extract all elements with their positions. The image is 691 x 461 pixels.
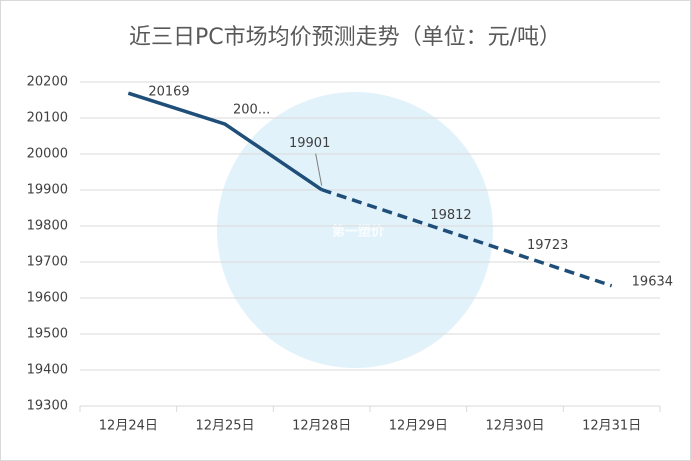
x-tick-label: 12月31日 bbox=[582, 419, 641, 434]
y-tick-label: 19500 bbox=[27, 327, 68, 342]
watermark-circle bbox=[217, 92, 493, 368]
y-tick-label: 19700 bbox=[27, 255, 68, 270]
x-tick-label: 12月24日 bbox=[99, 419, 158, 434]
data-label: 19634 bbox=[632, 274, 673, 289]
y-tick-label: 19400 bbox=[27, 363, 68, 378]
data-label: 19723 bbox=[527, 238, 568, 253]
y-tick-label: 20200 bbox=[27, 75, 68, 90]
x-tick-label: 12月29日 bbox=[389, 419, 448, 434]
data-label: 19901 bbox=[289, 136, 330, 151]
data-label: 20169 bbox=[148, 85, 189, 100]
leader-line bbox=[315, 153, 323, 186]
data-label: 200... bbox=[233, 103, 270, 118]
y-tick-label: 19600 bbox=[27, 291, 68, 306]
x-tick-label: 12月30日 bbox=[485, 419, 544, 434]
watermark: 第一塑价 bbox=[332, 224, 385, 240]
chart-title: 近三日PC市场均价预测走势（单位：元/吨） bbox=[129, 25, 561, 50]
data-label: 19812 bbox=[430, 208, 471, 223]
x-tick-label: 12月28日 bbox=[292, 419, 351, 434]
y-tick-label: 19800 bbox=[27, 219, 68, 234]
y-tick-label: 19300 bbox=[27, 399, 68, 414]
y-tick-label: 19900 bbox=[27, 183, 68, 198]
y-tick-label: 20000 bbox=[27, 147, 68, 162]
x-tick-label: 12月25日 bbox=[195, 419, 254, 434]
y-tick-label: 20100 bbox=[27, 111, 68, 126]
line-dashed bbox=[321, 187, 613, 288]
line-solid bbox=[127, 91, 323, 192]
